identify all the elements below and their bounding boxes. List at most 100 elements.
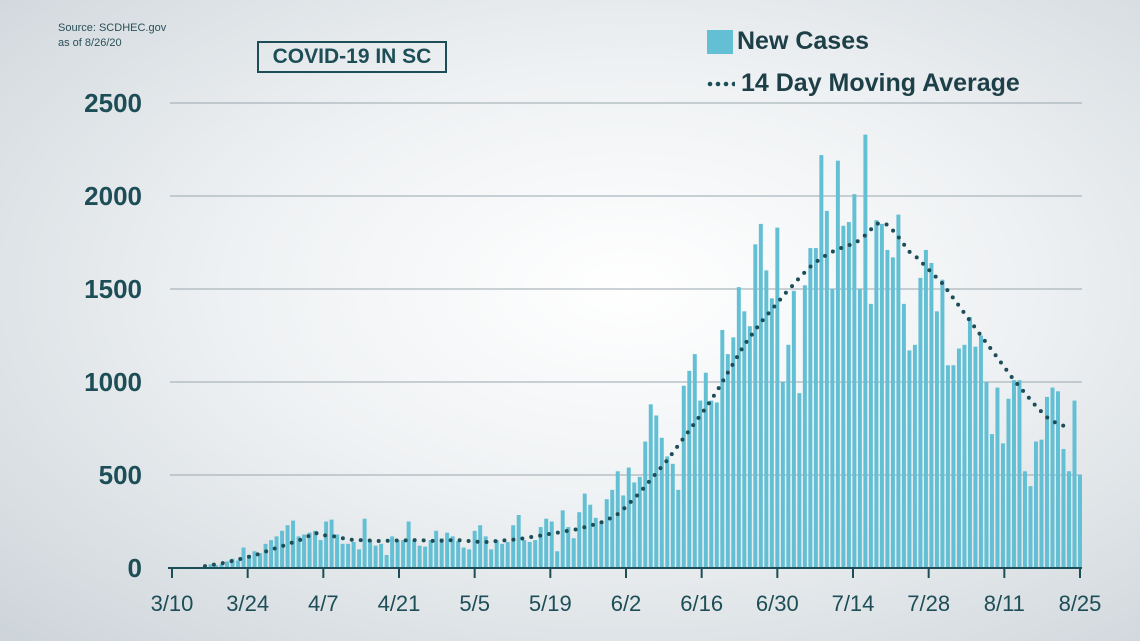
- bar: [555, 551, 560, 568]
- bar: [857, 289, 862, 568]
- legend-moving-average-label: 14 Day Moving Average: [741, 69, 1020, 97]
- bar: [406, 521, 411, 568]
- bar: [1067, 471, 1071, 568]
- bar: [324, 521, 329, 568]
- bar: [318, 540, 323, 568]
- bar: [494, 540, 499, 568]
- bar: [368, 540, 373, 568]
- bar: [890, 257, 895, 568]
- bar: [962, 344, 967, 568]
- bar: [472, 530, 477, 568]
- bar: [747, 326, 752, 568]
- bar: [764, 270, 769, 568]
- date-line: as of 8/26/20: [58, 37, 122, 49]
- bar: [934, 311, 939, 568]
- bar: [824, 210, 829, 568]
- bar: [918, 277, 923, 568]
- bar: [786, 344, 791, 568]
- bar: [351, 541, 356, 568]
- bar: [511, 525, 516, 568]
- bar: [478, 525, 483, 568]
- bar: [769, 298, 774, 568]
- bar: [1078, 475, 1082, 568]
- bar: [753, 244, 758, 569]
- bar: [373, 545, 378, 568]
- bar: [219, 564, 224, 568]
- x-tick-label: 5/19: [529, 591, 572, 616]
- bar: [879, 223, 884, 568]
- y-tick-label: 1000: [84, 367, 142, 397]
- bar: [995, 387, 1000, 568]
- bar: [604, 499, 609, 568]
- y-tick-label: 500: [99, 460, 142, 490]
- bar: [731, 337, 736, 568]
- legend-new-cases-label: New Cases: [737, 27, 870, 55]
- bar: [874, 220, 879, 568]
- x-tick-label: 3/10: [151, 591, 194, 616]
- bar: [582, 493, 587, 568]
- bar: [280, 530, 285, 568]
- bar: [1072, 400, 1077, 568]
- bar: [258, 553, 263, 568]
- bar: [1033, 441, 1038, 568]
- chart-title: COVID-19 IN SC: [257, 41, 447, 73]
- y-tick-label: 2500: [84, 88, 142, 118]
- bar: [428, 540, 433, 568]
- bar: [758, 223, 763, 568]
- bar: [791, 290, 796, 568]
- bar: [923, 249, 928, 568]
- bar: [912, 344, 917, 568]
- bar: [291, 520, 296, 568]
- bar: [307, 532, 312, 568]
- bar: [269, 540, 274, 568]
- bar: [346, 543, 351, 568]
- x-tick-label: 4/21: [378, 591, 421, 616]
- bar: [615, 471, 620, 568]
- bar: [560, 510, 565, 568]
- y-tick-label: 0: [128, 553, 142, 583]
- x-tick-label: 8/25: [1059, 591, 1102, 616]
- bar: [450, 536, 455, 568]
- bar: [225, 561, 230, 568]
- bar: [285, 525, 290, 568]
- bar: [516, 514, 521, 568]
- bar: [417, 545, 422, 568]
- bar: [1061, 448, 1066, 568]
- legend-bar-swatch: [707, 29, 733, 54]
- bar: [643, 441, 648, 568]
- legend-dotted-line-swatch: [707, 72, 735, 96]
- x-tick-label: 6/2: [611, 591, 642, 616]
- bar: [709, 400, 714, 568]
- bar: [236, 560, 241, 568]
- bar: [1045, 396, 1049, 568]
- bar: [698, 400, 703, 568]
- bar: [296, 536, 301, 568]
- bar: [885, 249, 890, 568]
- bar: [588, 504, 593, 568]
- bar: [439, 538, 444, 568]
- bar: [775, 227, 780, 568]
- bar: [736, 287, 741, 568]
- bar: [533, 540, 538, 568]
- bar: [632, 482, 637, 568]
- bar: [973, 346, 978, 568]
- x-tick-label: 5/5: [459, 591, 490, 616]
- bar: [940, 279, 945, 568]
- bar: [456, 541, 461, 568]
- bar: [714, 402, 719, 568]
- bar: [1028, 486, 1033, 568]
- bar: [681, 385, 686, 568]
- bar: [951, 365, 956, 568]
- bar: [703, 372, 708, 568]
- bar: [329, 519, 334, 568]
- y-tick-label: 1500: [84, 274, 142, 304]
- bar: [626, 467, 631, 568]
- legend-new-cases: New Cases: [707, 27, 869, 56]
- bar: [1056, 391, 1060, 568]
- bar: [852, 194, 857, 568]
- bar: [384, 554, 389, 568]
- bar: [654, 415, 659, 568]
- bar: [676, 489, 681, 568]
- bar: [989, 434, 994, 568]
